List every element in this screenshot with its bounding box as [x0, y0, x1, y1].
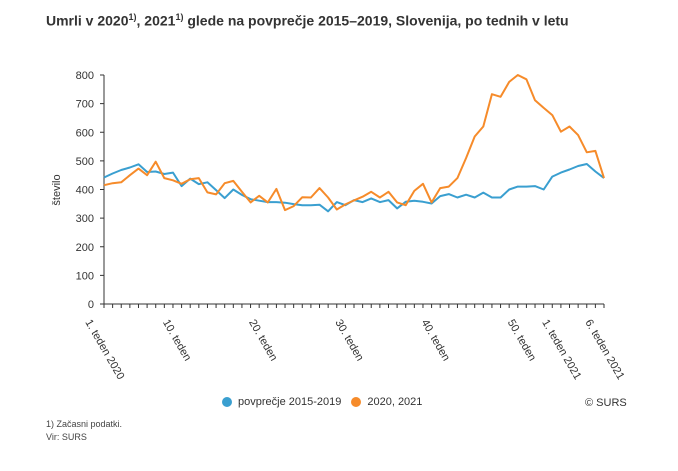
x-tick-label: 30. teden [332, 318, 365, 364]
y-tick-label: 500 [76, 156, 94, 168]
title-text: , 2021 [136, 12, 176, 29]
source-note: Vir: SURS [46, 432, 87, 442]
legend-marker-2020-2021[interactable] [351, 397, 362, 407]
y-tick-label: 600 [76, 127, 94, 139]
x-tick-label: 10. teden [160, 318, 193, 364]
title-text: Umrli v 2020 [46, 12, 129, 29]
legend: povprečje 2015-2019 2020, 2021 [222, 396, 422, 408]
title-footnote-mark: 1) [128, 12, 137, 22]
copyright[interactable]: © SURS [585, 397, 627, 409]
y-tick-label: 200 [76, 242, 94, 254]
y-axis-label: število [51, 174, 63, 205]
footnote: 1) Začasni podatki. [46, 419, 123, 429]
legend-label-average[interactable]: povprečje 2015-2019 [238, 396, 342, 408]
chart-title: Umrli v 20201), 20211) glede na povprečj… [46, 12, 569, 29]
series-line-2020-2021 [103, 74, 605, 212]
x-tick-label: 6. teden 2021 [582, 318, 626, 382]
y-tick-label: 300 [76, 213, 94, 225]
title-footnote-mark: 1) [175, 12, 184, 22]
y-tick-label: 700 [76, 99, 94, 111]
y-tick-label: 0 [88, 299, 94, 311]
y-tick-label: 100 [76, 270, 94, 282]
x-tick-label: 40. teden [419, 318, 452, 364]
series-line-average [103, 163, 605, 213]
y-tick-label: 400 [76, 185, 94, 197]
legend-label-2020-2021[interactable]: 2020, 2021 [367, 396, 423, 408]
title-text: glede na povprečje 2015–2019, Slovenija,… [183, 12, 569, 29]
legend-marker-average[interactable] [222, 397, 232, 407]
x-tick-label: 50. teden [505, 318, 538, 364]
x-tick-label: 1. teden 2021 [539, 318, 583, 382]
x-tick-label: 1. teden 2020 [82, 318, 126, 382]
x-tick-label: 20. teden [246, 318, 279, 364]
y-tick-label: 800 [76, 70, 94, 82]
